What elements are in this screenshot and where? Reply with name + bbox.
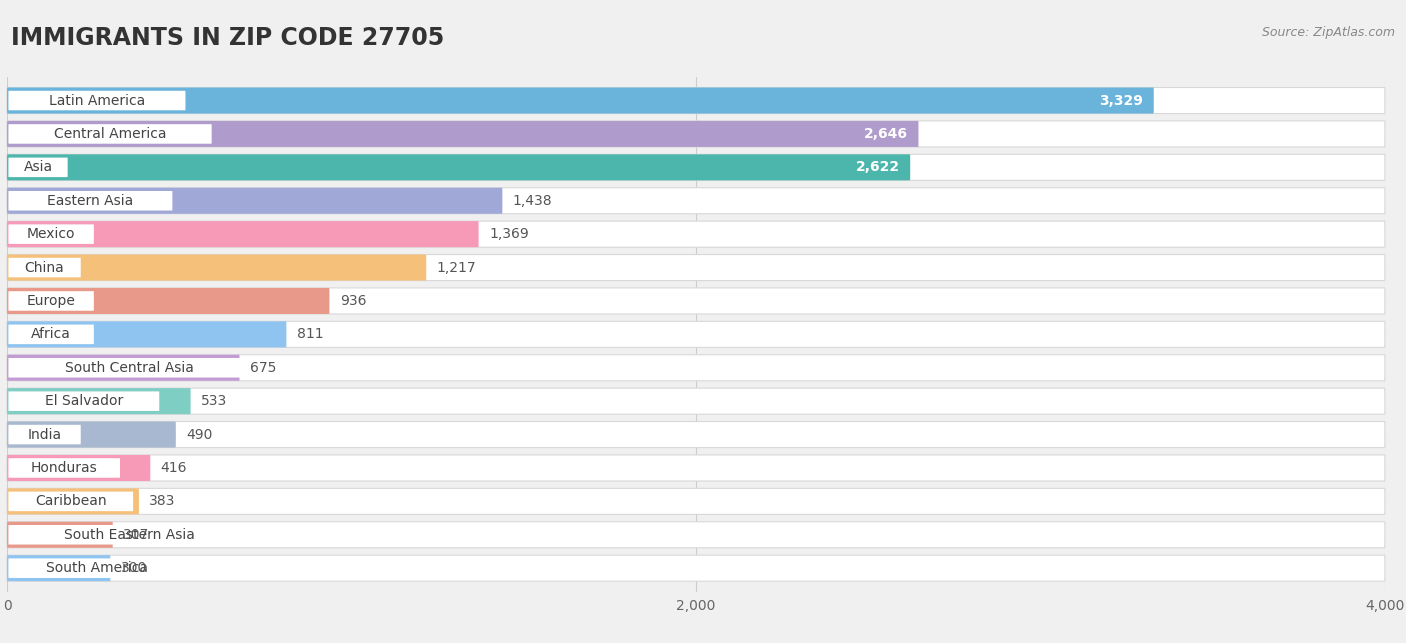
Text: South America: South America [46, 561, 148, 575]
Text: 383: 383 [149, 494, 176, 509]
FancyBboxPatch shape [7, 555, 111, 581]
FancyBboxPatch shape [7, 288, 1385, 314]
Text: 533: 533 [201, 394, 228, 408]
FancyBboxPatch shape [7, 154, 910, 181]
FancyBboxPatch shape [8, 224, 94, 244]
FancyBboxPatch shape [7, 521, 112, 548]
FancyBboxPatch shape [8, 191, 173, 210]
Text: Honduras: Honduras [31, 461, 97, 475]
FancyBboxPatch shape [7, 154, 1385, 181]
FancyBboxPatch shape [7, 388, 1385, 414]
FancyBboxPatch shape [8, 325, 94, 344]
FancyBboxPatch shape [8, 458, 120, 478]
Text: India: India [28, 428, 62, 442]
FancyBboxPatch shape [8, 158, 67, 177]
FancyBboxPatch shape [8, 358, 250, 377]
Text: 675: 675 [250, 361, 276, 375]
FancyBboxPatch shape [7, 188, 1385, 213]
Text: 307: 307 [124, 528, 149, 542]
FancyBboxPatch shape [8, 525, 250, 545]
FancyBboxPatch shape [7, 121, 918, 147]
FancyBboxPatch shape [7, 121, 1385, 147]
Text: 1,369: 1,369 [489, 227, 529, 241]
Text: Caribbean: Caribbean [35, 494, 107, 509]
Text: South Eastern Asia: South Eastern Asia [65, 528, 195, 542]
FancyBboxPatch shape [8, 124, 212, 144]
FancyBboxPatch shape [7, 455, 150, 481]
FancyBboxPatch shape [7, 521, 1385, 548]
Text: Source: ZipAtlas.com: Source: ZipAtlas.com [1261, 26, 1395, 39]
Text: Africa: Africa [31, 327, 72, 341]
FancyBboxPatch shape [7, 422, 176, 448]
Text: 3,329: 3,329 [1099, 93, 1143, 107]
FancyBboxPatch shape [7, 255, 426, 280]
FancyBboxPatch shape [7, 455, 1385, 481]
FancyBboxPatch shape [7, 488, 139, 514]
Text: IMMIGRANTS IN ZIP CODE 27705: IMMIGRANTS IN ZIP CODE 27705 [11, 26, 444, 50]
Text: 936: 936 [340, 294, 367, 308]
FancyBboxPatch shape [7, 355, 1385, 381]
Text: 490: 490 [186, 428, 212, 442]
FancyBboxPatch shape [8, 492, 134, 511]
FancyBboxPatch shape [7, 87, 1385, 114]
Text: Latin America: Latin America [49, 93, 145, 107]
FancyBboxPatch shape [7, 87, 1154, 114]
Text: China: China [25, 260, 65, 275]
Text: Europe: Europe [27, 294, 76, 308]
FancyBboxPatch shape [7, 355, 239, 381]
FancyBboxPatch shape [7, 322, 1385, 347]
FancyBboxPatch shape [7, 422, 1385, 448]
Text: 811: 811 [297, 327, 323, 341]
FancyBboxPatch shape [8, 258, 80, 277]
Text: 2,622: 2,622 [856, 160, 900, 174]
FancyBboxPatch shape [7, 221, 1385, 247]
FancyBboxPatch shape [7, 188, 502, 213]
FancyBboxPatch shape [7, 488, 1385, 514]
FancyBboxPatch shape [7, 255, 1385, 280]
FancyBboxPatch shape [7, 388, 191, 414]
Text: South Central Asia: South Central Asia [65, 361, 194, 375]
Text: Eastern Asia: Eastern Asia [48, 194, 134, 208]
Text: El Salvador: El Salvador [45, 394, 122, 408]
FancyBboxPatch shape [8, 558, 186, 578]
Text: 416: 416 [160, 461, 187, 475]
Text: 2,646: 2,646 [865, 127, 908, 141]
FancyBboxPatch shape [8, 291, 94, 311]
Text: 300: 300 [121, 561, 148, 575]
FancyBboxPatch shape [8, 91, 186, 111]
Text: 1,217: 1,217 [437, 260, 477, 275]
FancyBboxPatch shape [8, 392, 159, 411]
FancyBboxPatch shape [7, 322, 287, 347]
FancyBboxPatch shape [7, 221, 478, 247]
Text: Mexico: Mexico [27, 227, 76, 241]
Text: Central America: Central America [53, 127, 166, 141]
Text: 1,438: 1,438 [513, 194, 553, 208]
Text: Asia: Asia [24, 160, 52, 174]
FancyBboxPatch shape [7, 288, 329, 314]
FancyBboxPatch shape [7, 555, 1385, 581]
FancyBboxPatch shape [8, 425, 80, 444]
